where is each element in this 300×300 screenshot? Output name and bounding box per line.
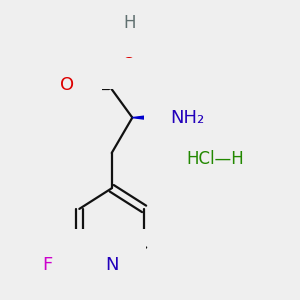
Text: N: N bbox=[105, 256, 119, 274]
Text: HCl—H: HCl—H bbox=[186, 150, 244, 168]
Text: H: H bbox=[123, 14, 136, 32]
Text: F: F bbox=[42, 256, 52, 274]
Text: O: O bbox=[61, 76, 75, 94]
Text: O: O bbox=[122, 44, 136, 62]
Text: NH₂: NH₂ bbox=[171, 109, 205, 127]
Polygon shape bbox=[132, 113, 171, 122]
